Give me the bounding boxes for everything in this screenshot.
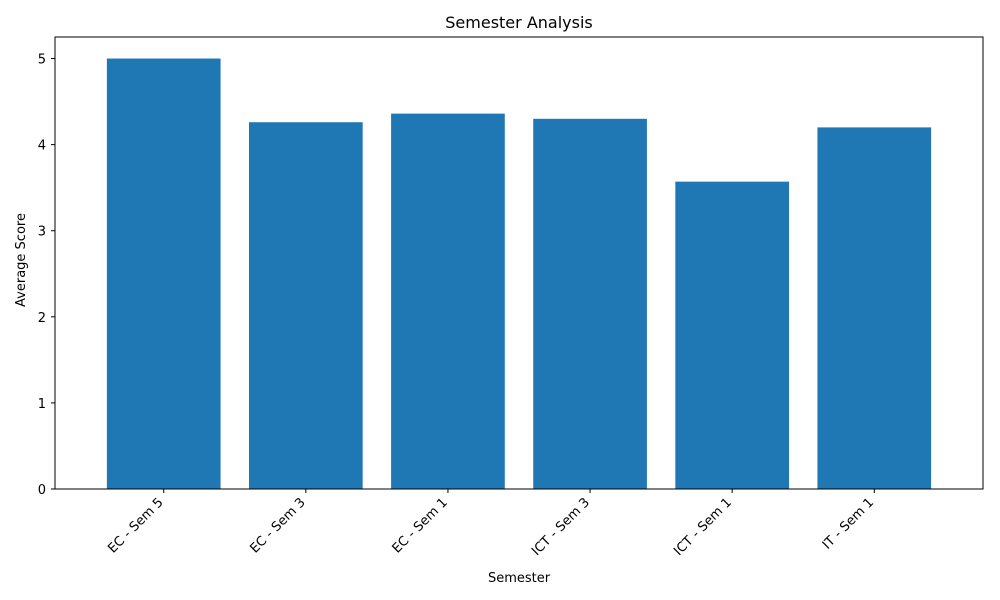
x-tick-label: ICT - Sem 3 bbox=[529, 495, 593, 559]
x-axis-label: Semester bbox=[488, 571, 551, 586]
y-tick-label: 0 bbox=[38, 483, 46, 498]
bar bbox=[248, 122, 363, 489]
bars-layer bbox=[106, 58, 932, 490]
bar bbox=[391, 113, 505, 490]
x-tick-label: IT - Sem 1 bbox=[820, 495, 877, 552]
bar bbox=[106, 58, 221, 490]
y-tick-label: 3 bbox=[38, 225, 46, 240]
bar bbox=[817, 127, 932, 490]
y-tick-label: 1 bbox=[38, 397, 46, 412]
x-tick-label: EC - Sem 1 bbox=[390, 495, 451, 556]
y-axis-label: Average Score bbox=[14, 213, 29, 307]
x-tick-label: EC - Sem 3 bbox=[247, 495, 308, 556]
y-tick-label: 5 bbox=[38, 53, 46, 68]
bar bbox=[675, 181, 790, 489]
x-axis-ticks: EC - Sem 5 EC - Sem 3 EC - Sem 1 ICT - Sem … bbox=[105, 489, 877, 559]
plot-frame bbox=[54, 36, 984, 490]
x-tick-label: EC - Sem 5 bbox=[105, 495, 166, 556]
y-axis-ticks: 0 1 2 3 4 5 bbox=[38, 53, 55, 498]
x-tick-label: ICT - Sem 1 bbox=[671, 495, 735, 559]
y-tick-label: 2 bbox=[38, 311, 46, 326]
chart-title: Semester Analysis bbox=[445, 13, 592, 32]
y-tick-label: 4 bbox=[38, 139, 46, 154]
bar bbox=[533, 118, 647, 490]
